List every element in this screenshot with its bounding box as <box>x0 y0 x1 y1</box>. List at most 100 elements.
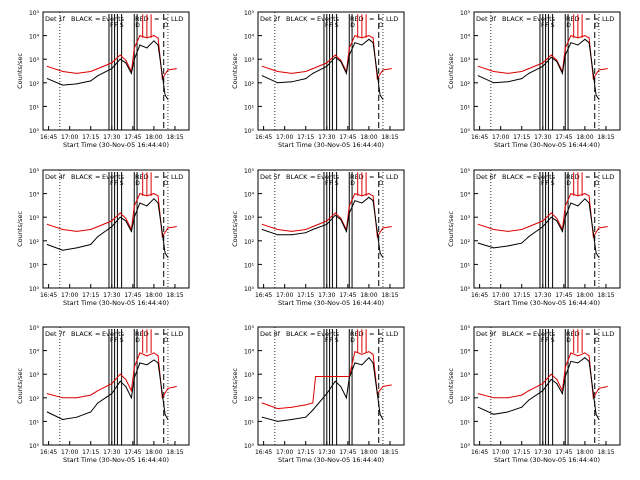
x-tick-label: 16:45 <box>255 292 272 299</box>
black-series-point <box>493 413 495 415</box>
black-series-point <box>379 252 381 254</box>
red-series-point <box>345 375 347 377</box>
red-series-point <box>76 72 78 74</box>
red-series-point <box>97 226 99 228</box>
red-series-point <box>340 375 342 377</box>
x-tick-label: 18:15 <box>597 449 614 456</box>
legend-events-label: Events <box>533 173 556 181</box>
event-flag-label: O <box>378 180 383 187</box>
red-series-point <box>477 65 479 67</box>
event-flag-label: F <box>545 180 549 187</box>
red-series-point <box>542 383 544 385</box>
black-series-point <box>130 230 132 232</box>
red-series-point <box>542 220 544 222</box>
black-series-point <box>588 360 590 362</box>
red-series-point <box>97 390 99 392</box>
x-tick-label: 17:45 <box>339 292 356 299</box>
legend-black-marker: = <box>526 15 531 23</box>
x-tick-label: 17:30 <box>103 449 120 456</box>
red-series-point <box>606 68 608 70</box>
x-axis-title: Start Time (30-Nov-05 16:44:40) <box>63 141 169 149</box>
red-series-point <box>46 65 48 67</box>
event-flag-label: F <box>110 180 114 187</box>
x-tick-label: 17:00 <box>492 134 509 141</box>
black-series-point <box>542 65 544 67</box>
event-flag-label: F <box>114 180 118 187</box>
black-series-point <box>111 393 113 395</box>
red-series-point <box>570 35 572 37</box>
red-series-point <box>588 195 590 197</box>
black-series-point <box>291 81 293 83</box>
black-series-line <box>47 198 169 258</box>
y-axis-title: Counts/sec <box>447 211 455 247</box>
y-tick-label: 10¹ <box>460 419 471 426</box>
y-tick-label: 10² <box>244 81 255 88</box>
event-flag-label: D <box>350 337 355 344</box>
red-series-point <box>111 383 113 385</box>
y-tick-label: 10² <box>244 239 255 246</box>
red-series-line <box>262 351 392 410</box>
black-series-point <box>277 82 279 84</box>
red-series-point <box>277 408 279 410</box>
red-series-point <box>139 352 141 354</box>
red-series-point <box>556 59 558 61</box>
y-tick-label: 10³ <box>244 372 255 379</box>
event-flag-label: F <box>114 337 118 344</box>
x-tick-label: 17:00 <box>492 449 509 456</box>
y-tick-label: 10¹ <box>460 262 471 269</box>
black-series-point <box>345 230 347 232</box>
event-flag-label: D <box>135 22 140 29</box>
detector-panel: 10⁰ 10¹ 10² 10³ 10⁴ 10⁵ 16:45 17:00 17:15 17:30 17… <box>447 10 621 149</box>
black-series-point <box>382 98 384 100</box>
black-series-point <box>550 56 552 58</box>
y-tick-label: 10² <box>29 239 40 246</box>
panel-title: Det 3f <box>476 15 497 23</box>
y-axis-title: Counts/sec <box>231 211 239 247</box>
red-series-point <box>550 54 552 56</box>
black-series-point <box>46 411 48 413</box>
panel-title: Det 1f <box>45 15 66 23</box>
y-tick-label: 10³ <box>244 215 255 222</box>
x-tick-label: 16:45 <box>40 292 57 299</box>
red-series-point <box>46 223 48 225</box>
legend-red-marker: = <box>585 15 590 23</box>
x-tick-label: 17:00 <box>276 134 293 141</box>
event-flag-label: D <box>350 180 355 187</box>
event-flag-label: O <box>163 180 168 187</box>
x-axis-title: Start Time (30-Nov-05 16:44:40) <box>278 456 384 464</box>
detector-panel: 10⁰ 10¹ 10² 10³ 10⁴ 10⁵ 16:45 17:00 17:15 17:30 17… <box>16 168 190 307</box>
black-series-point <box>354 200 356 202</box>
black-series-point <box>372 42 374 44</box>
y-axis-title: Counts/sec <box>16 211 24 247</box>
black-series-line <box>46 359 169 421</box>
red-series-point <box>354 193 356 195</box>
red-series-point <box>315 375 317 377</box>
black-series-point <box>146 205 148 207</box>
event-flag-label: F <box>110 22 114 29</box>
x-tick-label: 18:15 <box>597 292 614 299</box>
event-flag-label: D <box>566 22 571 29</box>
legend-events-label: Events <box>317 330 340 338</box>
red-series-point <box>175 68 177 70</box>
red-series-point <box>542 62 544 64</box>
black-series-point <box>521 242 523 244</box>
x-tick-label: 17:30 <box>534 292 551 299</box>
red-series-point <box>76 230 78 232</box>
y-tick-label: 10⁰ <box>29 443 40 450</box>
event-flag-label: F <box>541 22 545 29</box>
event-flag-label: O <box>378 22 383 29</box>
red-series-point <box>493 71 495 73</box>
y-tick-label: 10⁵ <box>244 168 255 175</box>
black-series-point <box>345 72 347 74</box>
black-series-point <box>119 58 121 60</box>
black-series-point <box>595 94 597 96</box>
black-series-point <box>167 256 169 258</box>
black-series-point <box>167 419 169 421</box>
red-series-point <box>125 59 127 61</box>
legend-black-label: BLACK <box>71 173 93 181</box>
red-series-point <box>382 227 384 229</box>
x-tick-label: 17:15 <box>513 292 530 299</box>
legend-red-label: RED <box>135 15 149 23</box>
red-series-point <box>598 69 600 71</box>
black-series-point <box>493 247 495 249</box>
